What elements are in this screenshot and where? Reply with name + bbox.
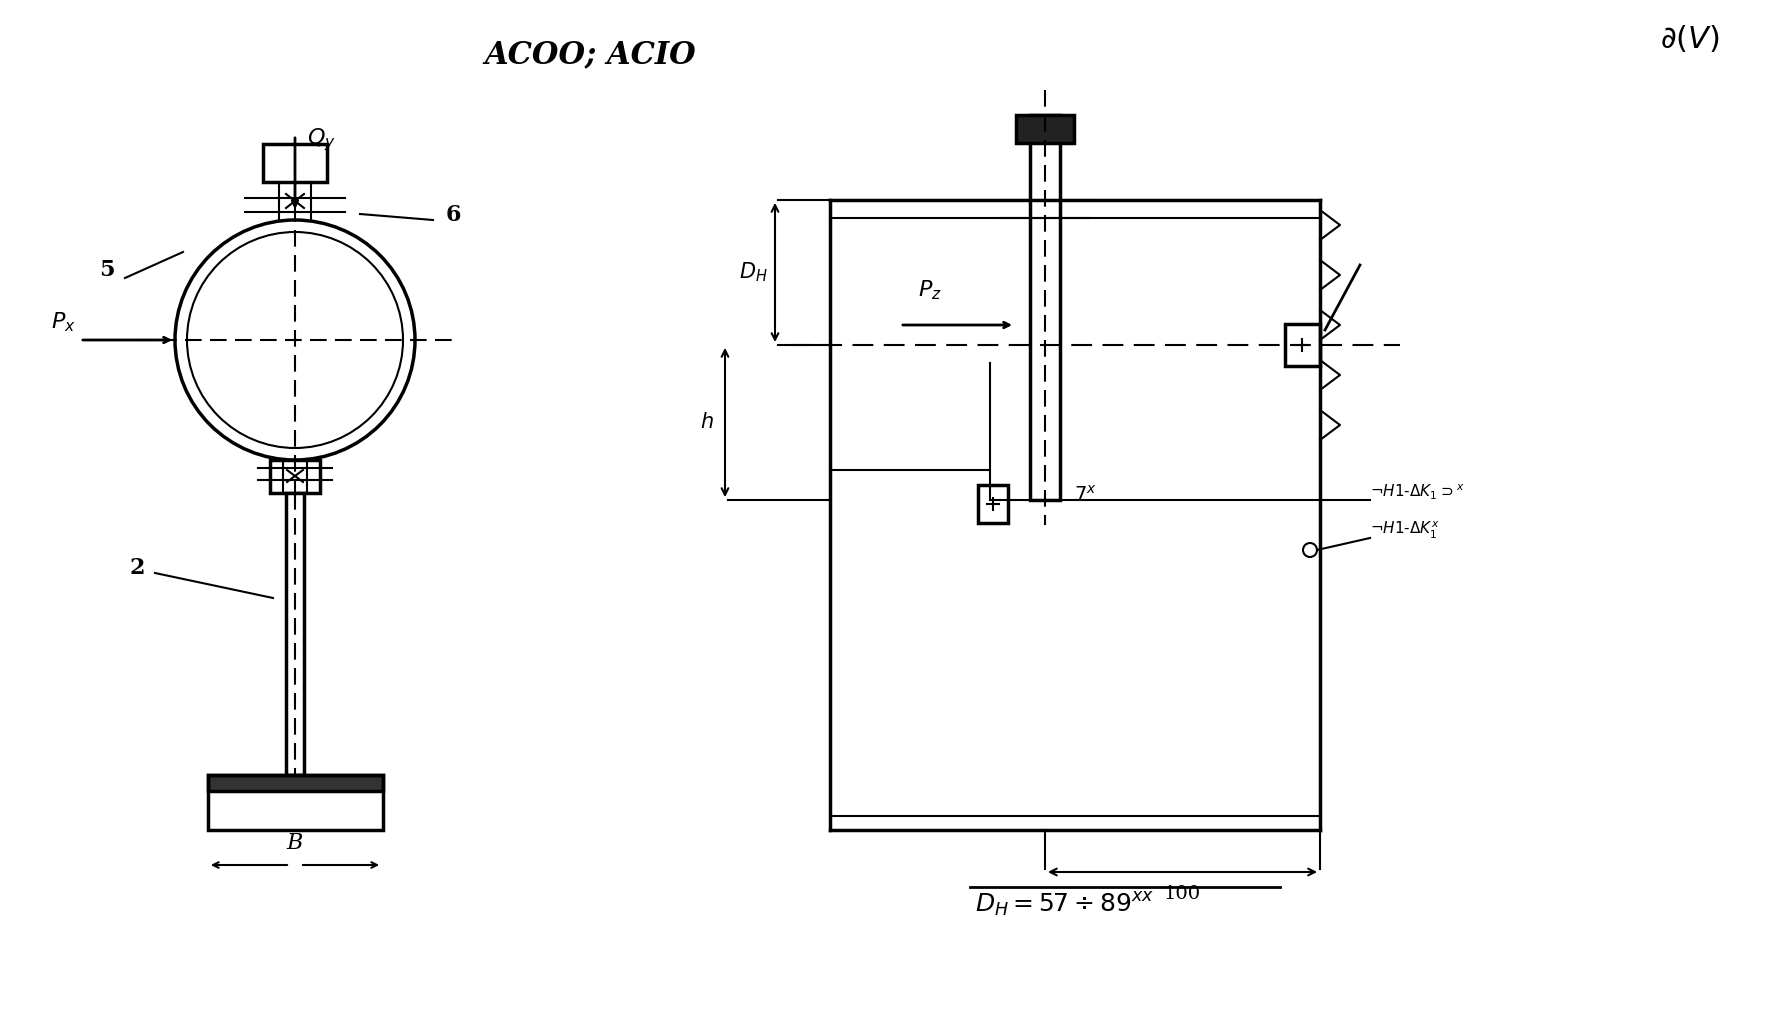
Text: $\partial(V)$: $\partial(V)$ xyxy=(1661,25,1719,55)
Bar xyxy=(977,485,1007,523)
Text: ACOO; ACIO: ACOO; ACIO xyxy=(484,40,696,70)
Text: 100: 100 xyxy=(1163,885,1200,903)
Bar xyxy=(1285,324,1320,366)
Text: $P_z$: $P_z$ xyxy=(919,278,942,302)
Text: $h$: $h$ xyxy=(700,412,714,432)
Bar xyxy=(286,493,304,775)
Bar xyxy=(270,460,320,493)
Bar xyxy=(209,775,383,791)
Text: $P_x$: $P_x$ xyxy=(51,310,76,334)
Bar xyxy=(263,144,327,182)
Text: $D_H$: $D_H$ xyxy=(739,260,767,284)
Text: $Q_y$: $Q_y$ xyxy=(307,127,336,153)
Text: 5: 5 xyxy=(99,259,115,281)
Text: B: B xyxy=(286,832,304,854)
Text: $D_H = 57\div89^{xx}$: $D_H = 57\div89^{xx}$ xyxy=(975,891,1154,919)
Text: 2: 2 xyxy=(129,557,145,579)
Bar xyxy=(1016,115,1074,143)
Text: 6: 6 xyxy=(445,204,461,226)
Bar xyxy=(1030,115,1060,500)
Text: $7^x$: $7^x$ xyxy=(1074,485,1096,505)
Text: $\neg H1\text{-}\Delta K_1\supset^x$: $\neg H1\text{-}\Delta K_1\supset^x$ xyxy=(1369,482,1465,501)
Text: $\neg H1\text{-}\Delta K_1^x$: $\neg H1\text{-}\Delta K_1^x$ xyxy=(1369,520,1440,540)
Bar xyxy=(209,775,383,830)
